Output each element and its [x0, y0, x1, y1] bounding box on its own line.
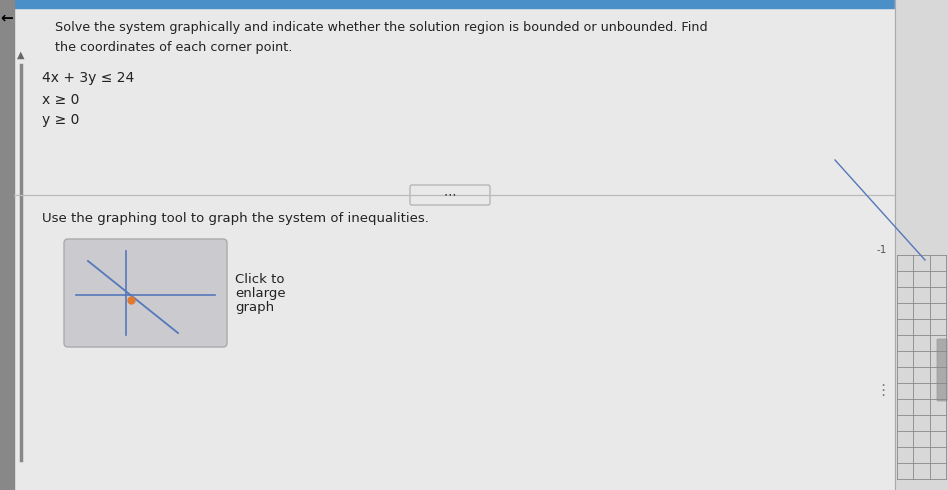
FancyBboxPatch shape — [410, 185, 490, 205]
Bar — [0, 0, 948, 8]
Text: Click to: Click to — [235, 272, 284, 286]
Text: ⋮: ⋮ — [875, 383, 890, 397]
Text: Use the graphing tool to graph the system of inequalities.: Use the graphing tool to graph the syste… — [42, 212, 428, 224]
Text: Solve the system graphically and indicate whether the solution region is bounded: Solve the system graphically and indicat… — [55, 22, 707, 34]
Text: -1: -1 — [877, 245, 887, 255]
Text: 4x + 3y ≤ 24: 4x + 3y ≤ 24 — [42, 71, 135, 85]
Text: ←: ← — [1, 10, 13, 25]
Text: enlarge: enlarge — [235, 287, 285, 299]
Text: ⋯: ⋯ — [444, 189, 456, 201]
Text: y ≥ 0: y ≥ 0 — [42, 113, 80, 127]
FancyBboxPatch shape — [937, 339, 947, 401]
Bar — [895, 0, 948, 490]
Text: x ≥ 0: x ≥ 0 — [42, 93, 80, 107]
Bar — [0, 0, 14, 490]
Text: ▲: ▲ — [17, 50, 25, 60]
Text: graph: graph — [235, 300, 274, 314]
FancyBboxPatch shape — [64, 239, 227, 347]
Text: the coordinates of each corner point.: the coordinates of each corner point. — [55, 42, 292, 54]
